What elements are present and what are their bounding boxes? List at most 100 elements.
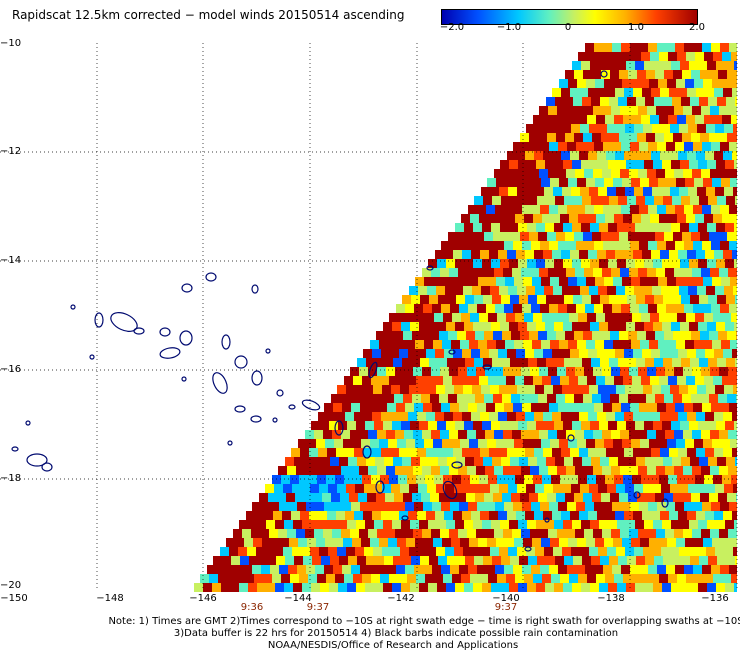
swath-cell — [552, 412, 561, 421]
swath-cell — [731, 376, 737, 385]
swath-cell — [325, 439, 334, 448]
swath-cell — [519, 556, 528, 565]
swath-cell — [648, 403, 657, 412]
swath-cell — [561, 412, 570, 421]
swath-cell — [669, 250, 678, 259]
swath-cell — [628, 331, 637, 340]
swath-cell — [621, 43, 630, 52]
swath-cell — [630, 403, 639, 412]
swath-cell — [706, 124, 715, 133]
swath-cell — [503, 529, 512, 538]
swath-cell — [657, 142, 666, 151]
swath-cell — [421, 493, 430, 502]
swath-cell — [432, 565, 441, 574]
lat-label: −12 — [0, 146, 22, 157]
swath-cell — [599, 583, 608, 592]
swath-cell — [530, 430, 539, 439]
swath-cell — [433, 277, 442, 286]
swath-cell — [729, 565, 737, 574]
swath-cell — [697, 547, 706, 556]
swath-cell — [263, 574, 272, 583]
swath-cell — [351, 565, 360, 574]
swath-cell — [317, 574, 326, 583]
swath-cell — [593, 169, 602, 178]
swath-cell — [589, 484, 598, 493]
swath-cell — [716, 322, 725, 331]
swath-cell — [274, 484, 283, 493]
swath-cell — [644, 259, 653, 268]
swath-cell — [544, 187, 553, 196]
swath-cell — [735, 97, 737, 106]
swath-cell — [552, 511, 561, 520]
swath-cell — [547, 331, 556, 340]
swath-cell — [328, 547, 337, 556]
swath-cell — [415, 439, 424, 448]
swath-cell — [369, 403, 378, 412]
swath-cell — [499, 385, 508, 394]
swath-cell — [711, 142, 720, 151]
swath-cell — [628, 493, 637, 502]
swath-cell — [375, 457, 384, 466]
swath-cell — [601, 232, 610, 241]
swath-cell — [654, 196, 663, 205]
swath-cell — [330, 457, 339, 466]
swath-cell — [293, 583, 302, 592]
swath-cell — [409, 547, 418, 556]
swath-cell — [721, 277, 730, 286]
swath-cell — [603, 205, 612, 214]
swath-cell — [395, 529, 404, 538]
swath-cell — [354, 412, 363, 421]
swath-cell — [398, 475, 407, 484]
swath-cell — [459, 403, 468, 412]
swath-cell — [343, 538, 352, 547]
swath-cell — [710, 268, 719, 277]
swath-cell — [506, 475, 515, 484]
swath-cell — [713, 214, 722, 223]
swath-cell — [286, 493, 295, 502]
swath-cell — [437, 421, 446, 430]
swath-cell — [427, 286, 436, 295]
swath-cell — [585, 565, 594, 574]
swath-cell — [411, 457, 420, 466]
swath-cell — [661, 547, 670, 556]
swath-cell — [708, 196, 717, 205]
swath-cell — [491, 322, 500, 331]
swath-cell — [226, 538, 235, 547]
swath-cell — [350, 466, 359, 475]
swath-cell — [385, 331, 394, 340]
swath-cell — [441, 241, 450, 250]
swath-cell — [548, 367, 557, 376]
swath-cell — [422, 529, 431, 538]
swath-cell — [682, 70, 691, 79]
swath-cell — [684, 403, 693, 412]
swath-cell — [725, 223, 734, 232]
swath-cell — [368, 430, 377, 439]
swath-cell — [498, 511, 507, 520]
swath-cell — [381, 349, 390, 358]
swath-cell — [550, 340, 559, 349]
swath-cell — [648, 304, 657, 313]
swath-cell — [683, 106, 692, 115]
swath-cell — [564, 457, 573, 466]
swath-cell — [490, 286, 499, 295]
swath-cell — [480, 250, 489, 259]
swath-cell — [576, 304, 585, 313]
swath-cell — [725, 583, 734, 592]
swath-cell — [614, 52, 623, 61]
swath-cell — [615, 448, 624, 457]
swath-cell — [612, 565, 621, 574]
swath-cell — [359, 367, 368, 376]
swath-cell — [370, 538, 379, 547]
swath-cell — [492, 457, 501, 466]
swath-cell — [579, 511, 588, 520]
swath-cell — [363, 349, 372, 358]
swath-cell — [586, 178, 595, 187]
swath-cell — [577, 538, 586, 547]
swath-cell — [696, 412, 705, 421]
swath-cell — [544, 547, 553, 556]
swath-cell — [590, 223, 599, 232]
swath-cell — [614, 475, 623, 484]
swath-cell — [421, 394, 430, 403]
swath-cell — [430, 331, 439, 340]
